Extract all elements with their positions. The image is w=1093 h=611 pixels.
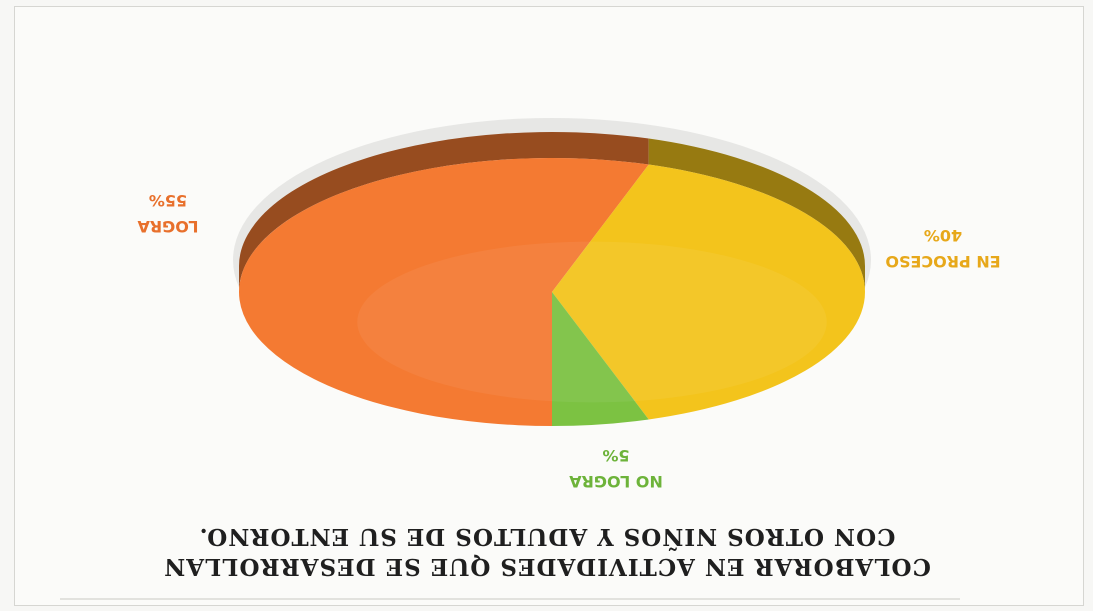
pie-layer (233, 118, 871, 426)
label-logra-value: 55% (149, 191, 187, 210)
footer-divider (60, 598, 960, 600)
label-no-logra-name: NO LOGRA (569, 472, 663, 491)
label-no-logra-value: 5% (602, 446, 629, 465)
label-en-proceso-value: 40% (924, 226, 962, 245)
label-en-proceso-name: EN PROCESO (885, 252, 1000, 271)
label-logra-name: LOGRA (137, 217, 199, 236)
pie-highlight (357, 242, 827, 403)
